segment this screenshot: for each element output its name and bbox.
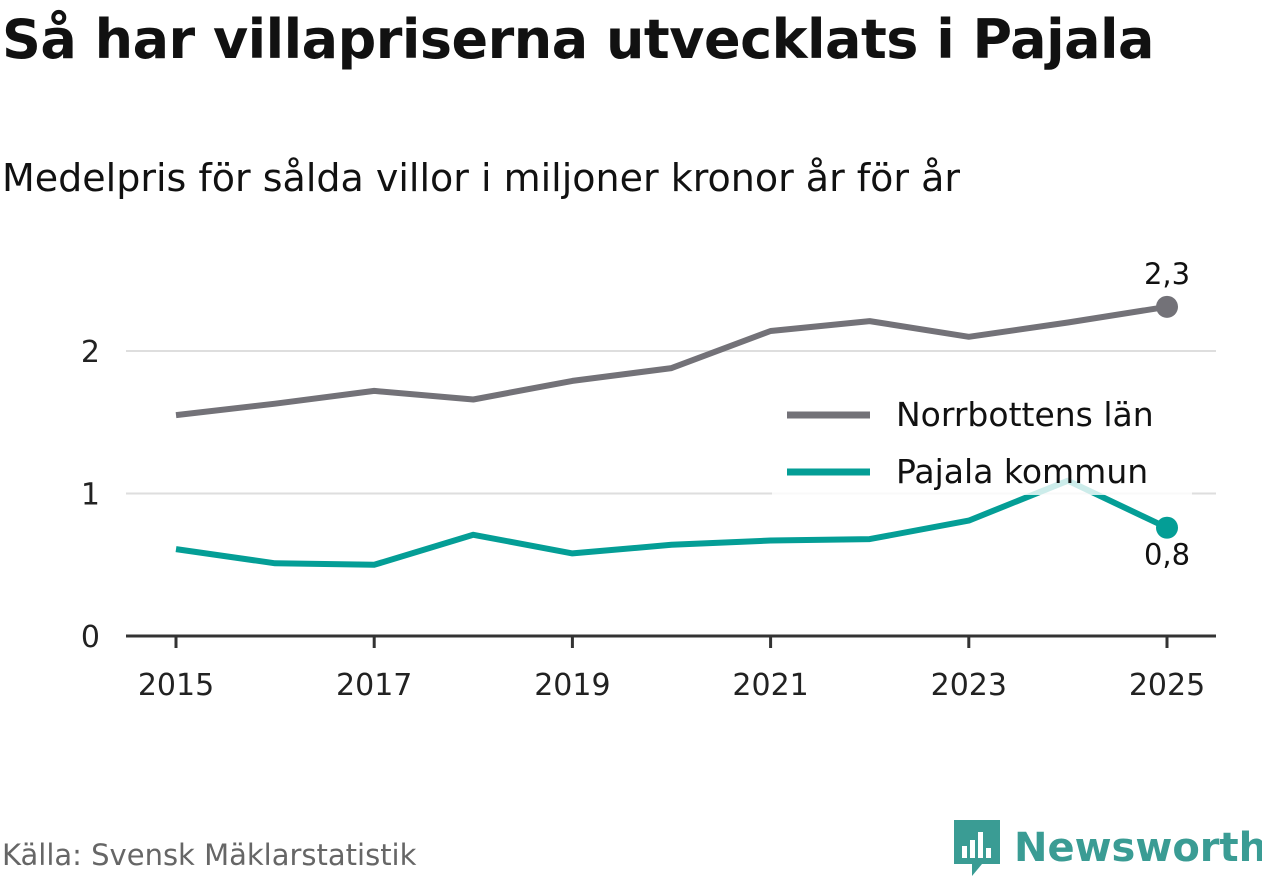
end-label-bg <box>1141 538 1193 573</box>
legend-box <box>772 388 1192 495</box>
newsworthy-logo-icon <box>954 820 1000 876</box>
x-tick-label: 2015 <box>138 668 214 703</box>
legend-label: Norrbottens län <box>896 395 1154 434</box>
series-line-pajala <box>175 477 1169 568</box>
y-tick-label: 1 <box>81 478 100 513</box>
newsworthy-logo: Newsworthy <box>952 818 1262 878</box>
end-value-label: 2,3 <box>1144 257 1190 291</box>
chart-title: Så har villapriserna utvecklats i Pajala <box>2 8 1154 71</box>
end-label-bg <box>1141 257 1193 292</box>
brand-name: Newsworthy <box>1014 825 1262 871</box>
y-tick-label: 2 <box>81 335 100 370</box>
series-line-norrbotten <box>175 303 1168 419</box>
end-point-marker <box>1156 295 1178 318</box>
end-value-label: 0,8 <box>1144 538 1190 572</box>
x-tick-label: 2017 <box>336 668 412 703</box>
x-tick-label: 2023 <box>931 668 1007 703</box>
y-tick-label: 0 <box>81 620 100 655</box>
x-tick-label: 2019 <box>534 668 610 703</box>
source-note: Källa: Svensk Mäklarstatistik <box>2 838 417 872</box>
x-tick-label: 2021 <box>732 668 808 703</box>
legend-label: Pajala kommun <box>896 452 1148 491</box>
chart-subtitle: Medelpris för sålda villor i miljoner kr… <box>2 156 961 200</box>
end-point-marker <box>1156 516 1178 539</box>
x-tick-label: 2025 <box>1129 668 1205 703</box>
